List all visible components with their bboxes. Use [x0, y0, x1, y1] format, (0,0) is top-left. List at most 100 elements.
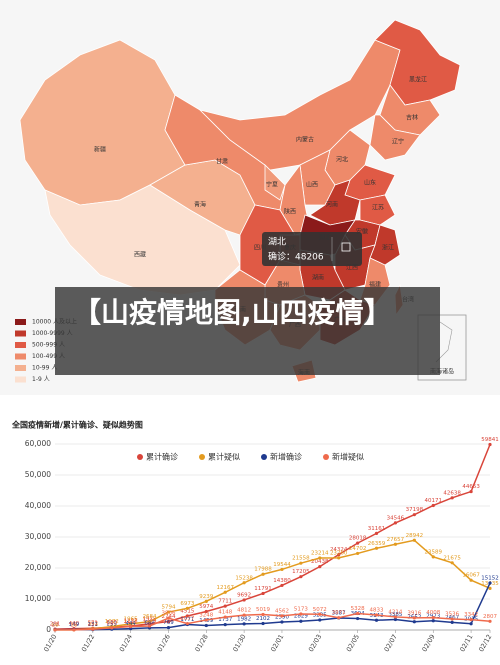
data-point	[469, 618, 473, 622]
data-point	[412, 620, 416, 624]
y-tick-label: 20,000	[25, 563, 51, 572]
data-point	[356, 616, 360, 621]
legend-label: 1000-9999 人	[32, 330, 73, 337]
region-label: 宁夏	[266, 181, 278, 189]
data-point	[469, 578, 473, 582]
legend-swatch	[15, 376, 26, 383]
legend-swatch	[15, 319, 26, 325]
legend-swatch	[15, 365, 26, 371]
y-tick-label: 10,000	[25, 594, 51, 603]
data-label: 19544	[273, 562, 291, 568]
data-label: 2807	[483, 614, 497, 620]
data-point	[469, 489, 473, 494]
region-label: 湖南	[312, 274, 324, 282]
data-point	[337, 552, 341, 557]
data-label: 24324	[330, 547, 348, 553]
data-point	[204, 623, 208, 628]
data-point	[185, 621, 189, 626]
legend-label: 新增确诊	[270, 452, 302, 462]
region-label: 安徽	[356, 228, 368, 236]
data-label: 15238	[235, 575, 253, 581]
data-point	[280, 583, 284, 588]
data-label: 259	[106, 622, 117, 628]
data-label: 31161	[368, 526, 386, 532]
data-point	[129, 624, 133, 629]
data-point	[166, 616, 171, 620]
data-label: 5019	[256, 607, 270, 613]
data-label: 2590	[275, 614, 289, 620]
region-label: 内蒙古	[296, 136, 314, 144]
region-label: 贵州	[277, 281, 289, 289]
data-label: 59841	[481, 437, 499, 443]
data-point	[431, 503, 435, 508]
chart: 010,00020,00030,00040,00050,00060,00001/…	[25, 437, 499, 653]
data-label: 4148	[218, 610, 232, 616]
share-icon[interactable]	[341, 242, 351, 252]
data-label: 54	[52, 622, 59, 628]
series-line	[54, 539, 491, 631]
data-point	[374, 531, 379, 536]
data-label: 393	[88, 621, 99, 627]
data-point	[318, 556, 322, 560]
data-point	[450, 496, 454, 500]
data-label: 27	[52, 622, 59, 628]
data-label: 24702	[349, 546, 367, 552]
region-label: 四川	[254, 245, 266, 252]
legend-label: 500-999 人	[32, 342, 65, 349]
legend-label: 100-499 人	[32, 353, 65, 360]
y-tick-label: 30,000	[25, 532, 51, 541]
data-point	[412, 538, 416, 542]
region-label: 西藏	[134, 251, 146, 259]
data-label: 2684	[143, 614, 157, 620]
region-shape	[264, 164, 286, 201]
data-label: 26359	[368, 541, 386, 547]
data-point	[204, 609, 208, 614]
data-point	[337, 616, 341, 620]
data-point	[393, 521, 398, 525]
region-label: 陕西	[284, 208, 296, 216]
region-label: 河南	[326, 201, 338, 209]
legend-swatch	[15, 353, 26, 360]
y-tick-label: 60,000	[25, 439, 51, 448]
data-point	[299, 612, 303, 616]
series-line	[54, 582, 491, 631]
region-label: 山东	[364, 179, 376, 187]
data-label: 5072	[313, 607, 327, 613]
region-label: 吉林	[406, 114, 418, 122]
data-label: 1737	[218, 617, 232, 623]
data-point	[261, 621, 265, 626]
data-point	[450, 620, 454, 624]
data-label: 6973	[180, 601, 194, 607]
data-point	[374, 613, 379, 617]
data-point	[72, 628, 76, 632]
data-label: 26	[70, 622, 77, 628]
data-point	[299, 619, 303, 623]
region-label: 福建	[369, 281, 381, 289]
legend-label: 累计疑似	[208, 452, 240, 462]
data-label: 20438	[311, 559, 329, 565]
data-label: 14380	[273, 578, 291, 584]
data-point	[374, 618, 379, 622]
data-label: 37198	[406, 507, 424, 513]
data-label: 17988	[254, 567, 272, 573]
data-label: 17205	[292, 569, 310, 575]
legend-label: 1-9 人	[32, 376, 50, 383]
legend-marker	[261, 454, 267, 460]
data-point	[393, 615, 398, 619]
data-point	[431, 555, 435, 559]
data-label: 769	[163, 620, 174, 626]
data-point	[412, 616, 416, 620]
region-label: 黑龙江	[409, 76, 427, 84]
data-point	[431, 619, 435, 623]
data-label: 1982	[237, 616, 251, 622]
legend-label: 10-99 人	[32, 365, 57, 372]
data-point	[431, 615, 435, 620]
legend-marker	[137, 454, 143, 460]
data-label: 77	[52, 622, 59, 628]
region-label: 青海	[194, 201, 206, 209]
data-label: 21558	[292, 556, 310, 562]
data-point	[488, 586, 492, 590]
data-label: 2077	[180, 616, 194, 622]
data-point	[393, 617, 398, 622]
